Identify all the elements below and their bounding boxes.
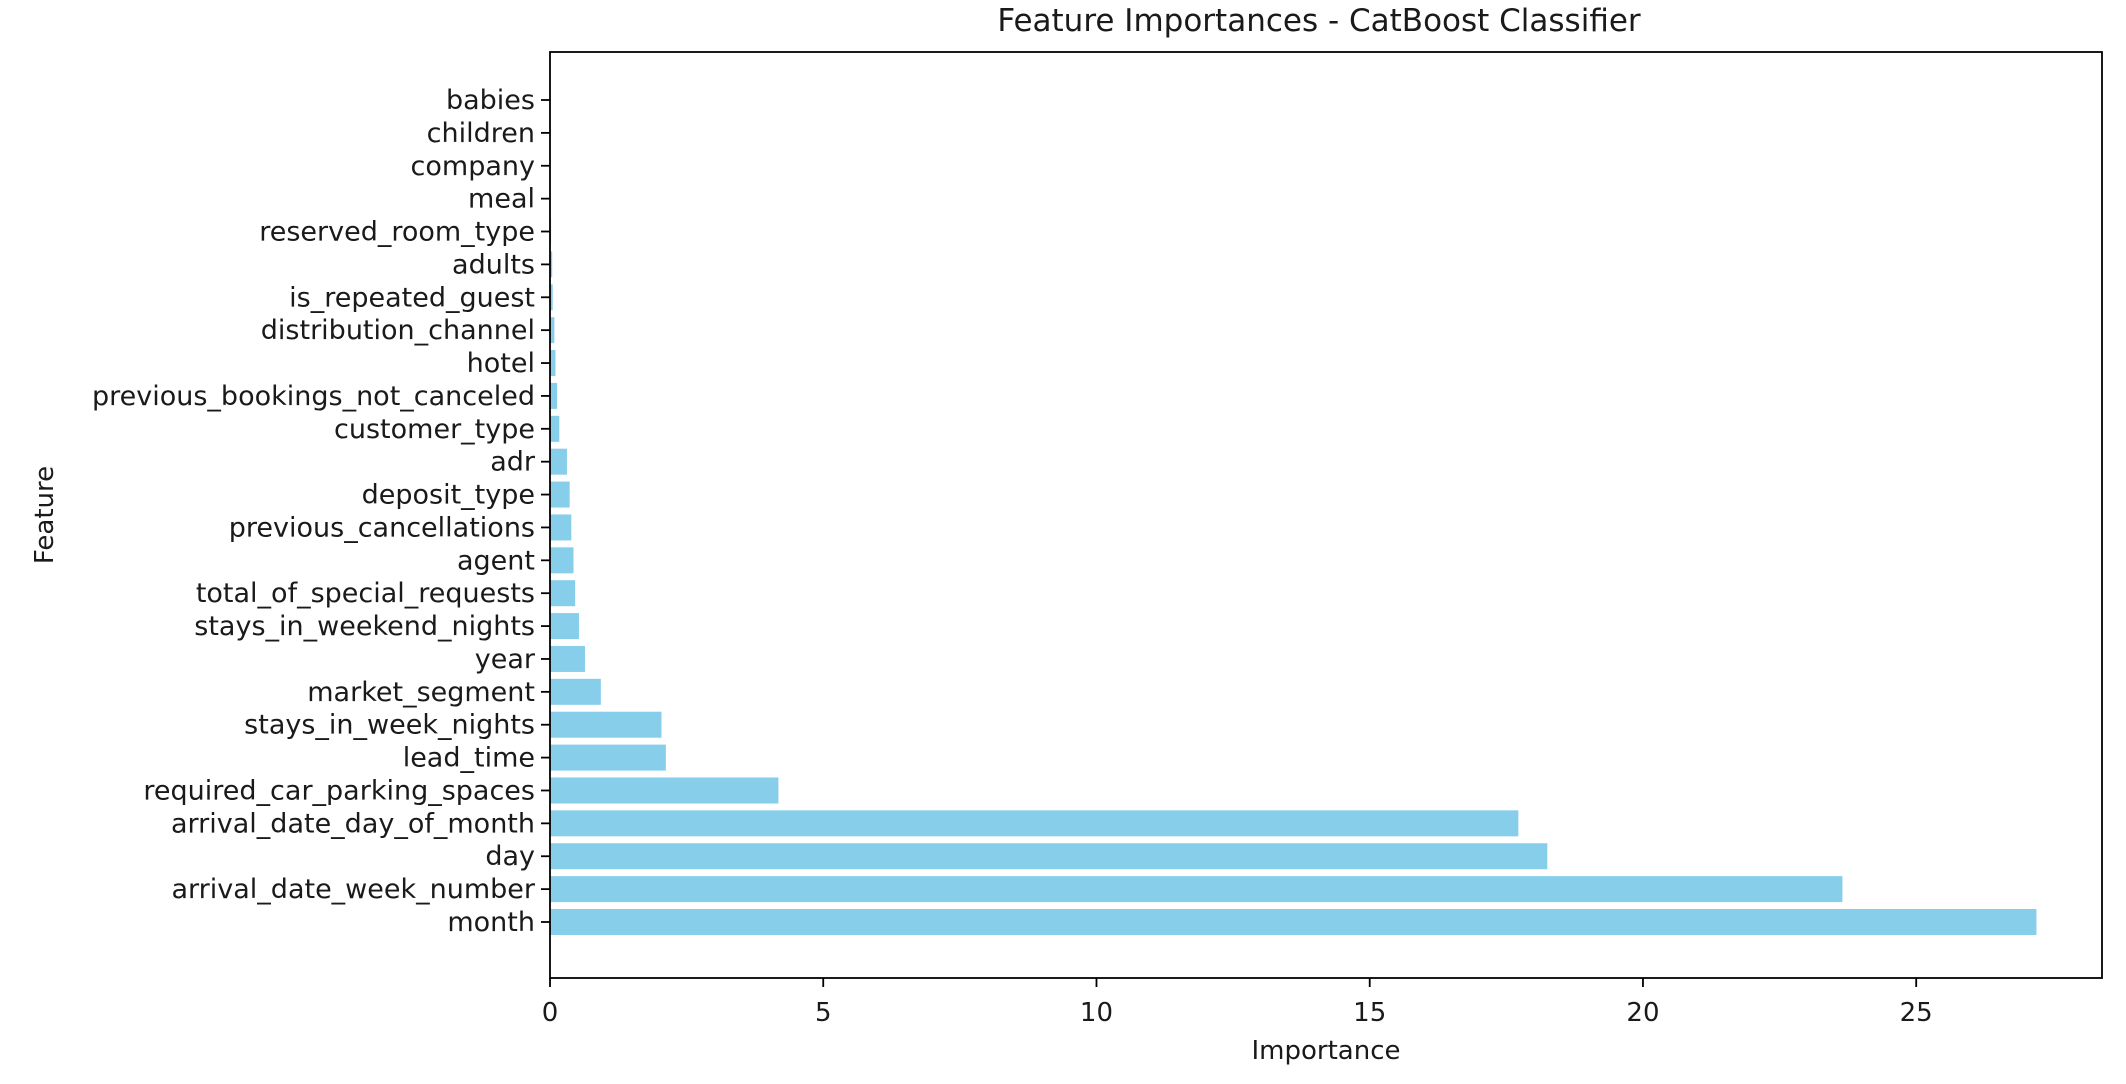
y-tick-label: children [427,118,535,149]
y-tick-label: stays_in_week_nights [244,710,535,741]
y-tick-label: babies [446,85,535,116]
bar-adr [550,448,567,475]
x-tick-label: 0 [542,998,559,1028]
y-tick-label: year [475,644,536,675]
bar-month [550,909,2037,935]
y-tick-label: lead_time [403,743,535,774]
bar-arrival_date_week_number [550,876,1843,903]
y-tick-label: total_of_special_requests [196,578,535,609]
x-axis-ticks: 0 5 10 15 20 25 [542,978,1933,1028]
y-tick-label: adults [452,249,535,280]
y-tick-label: market_segment [307,677,535,708]
bar-arrival_date_day_of_month [550,810,1519,837]
y-tick-label: required_car_parking_spaces [143,775,535,806]
bar-adults [550,251,553,278]
bar-stays_in_week_nights [550,711,662,738]
bar-agent [550,547,574,574]
plot-frame [549,51,2103,979]
y-tick-label: hotel [467,348,535,379]
y-tick-label: deposit_type [362,480,535,511]
bar-previous_cancellations [550,514,572,541]
x-tick-label: 10 [1080,998,1113,1028]
bar-previous_bookings_not_canceled [550,382,558,409]
y-axis-ticks: montharrival_date_week_numberdayarrival_… [92,85,550,938]
bar-hotel [550,350,556,377]
y-tick-label: is_repeated_guest [289,282,535,313]
y-tick-label: customer_type [334,414,535,445]
x-tick-label: 15 [1353,998,1386,1028]
bar-stays_in_weekend_nights [550,613,579,640]
y-tick-label: day [485,841,535,872]
bar-distribution_channel [550,317,555,344]
y-tick-label: stays_in_weekend_nights [194,611,535,642]
y-tick-label: arrival_date_week_number [172,874,536,905]
bars-layer [550,185,2037,935]
bar-year [550,645,585,672]
y-tick-label: adr [490,447,536,478]
y-tick-label: month [447,907,535,938]
y-tick-label: previous_bookings_not_canceled [92,381,535,412]
y-tick-label: company [411,151,535,182]
bar-lead_time [550,744,666,771]
y-axis-label: Feature [30,466,60,564]
chart-title: Feature Importances - CatBoost Classifie… [997,3,1641,39]
bar-required_car_parking_spaces [550,777,779,804]
bar-is_repeated_guest [550,284,553,311]
bar-deposit_type [550,481,570,508]
y-tick-label: distribution_channel [261,315,535,346]
bar-day [550,843,1548,870]
bar-customer_type [550,415,560,442]
x-tick-label: 25 [1900,998,1933,1028]
bar-total_of_special_requests [550,580,576,607]
x-tick-label: 5 [815,998,832,1028]
y-tick-label: agent [457,545,535,576]
y-tick-label: arrival_date_day_of_month [171,808,535,839]
x-axis-label: Importance [1252,1036,1401,1066]
x-tick-label: 20 [1626,998,1659,1028]
y-tick-label: reserved_room_type [259,217,535,248]
y-tick-label: meal [468,184,535,215]
bar-market_segment [550,678,601,705]
y-tick-label: previous_cancellations [229,512,535,543]
